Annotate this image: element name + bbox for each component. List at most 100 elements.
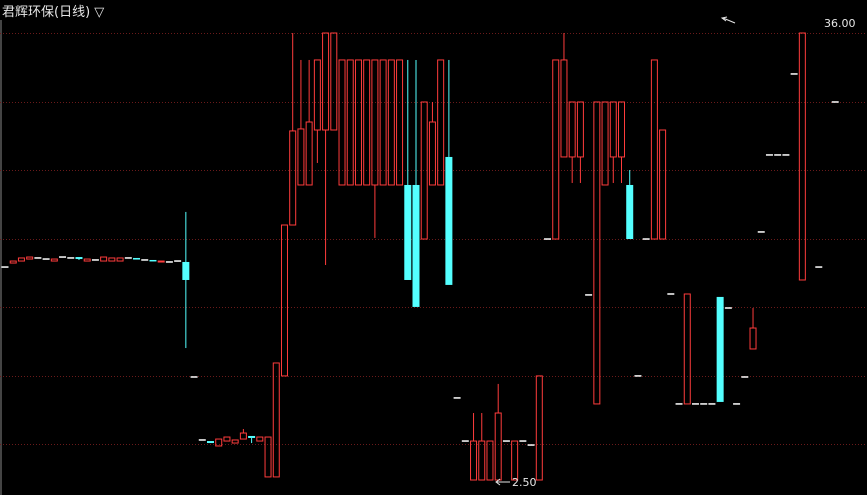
- candle-body-up: [280, 224, 288, 377]
- candle-body-down: [207, 441, 214, 444]
- candle-body-up: [50, 258, 58, 262]
- candle-body-up: [100, 256, 108, 262]
- candle: [248, 435, 256, 444]
- candle-body-up: [470, 440, 478, 481]
- candle: [470, 413, 478, 481]
- max-price-label: 36.00: [824, 17, 856, 30]
- candle: [363, 59, 371, 186]
- candle-body-up: [478, 440, 486, 481]
- candle: [354, 59, 362, 186]
- candle: [50, 258, 58, 262]
- candle-body-up: [215, 438, 223, 447]
- candle: [428, 101, 436, 186]
- min-arrow-head: [495, 478, 501, 486]
- candle-body-up: [9, 260, 17, 264]
- candle-body-up: [256, 436, 264, 442]
- candle: [280, 224, 288, 377]
- candle-body-up: [437, 59, 445, 186]
- candle-body-up: [289, 130, 297, 226]
- candle-body-up: [749, 327, 757, 350]
- candle-body-up: [297, 128, 305, 186]
- candle: [626, 170, 634, 240]
- candle: [437, 59, 445, 186]
- candle-body-up: [239, 432, 247, 440]
- candle: [445, 59, 453, 285]
- grid-lines: [0, 33, 867, 445]
- candle: [133, 257, 141, 260]
- candle: [420, 101, 428, 240]
- candle: [272, 362, 280, 478]
- candle-body-up: [618, 101, 625, 158]
- candle-body-up: [552, 59, 560, 240]
- candle: [576, 101, 584, 183]
- candle-body-down: [404, 184, 412, 280]
- candle: [26, 256, 34, 260]
- candle-body-down: [716, 296, 724, 402]
- candle-body-up: [494, 412, 502, 481]
- candle-body-up: [609, 101, 617, 158]
- candle: [659, 129, 667, 240]
- candle-body-down: [133, 257, 141, 260]
- candle-body-up: [313, 59, 321, 131]
- candle: [609, 101, 617, 183]
- candle: [182, 211, 190, 349]
- candle-body-down: [75, 257, 83, 260]
- max-arrow-head: [720, 16, 728, 22]
- candle-body-up: [354, 59, 362, 186]
- candle-body-up: [798, 32, 806, 281]
- candle: [412, 59, 420, 307]
- candle: [108, 257, 116, 262]
- candle: [157, 260, 165, 263]
- candle-body-up: [576, 101, 584, 158]
- candle: [568, 101, 576, 183]
- candle-body-down: [445, 156, 453, 285]
- candle: [593, 101, 601, 405]
- candle-body-up: [683, 293, 691, 405]
- candle: [297, 59, 305, 186]
- candle: [716, 296, 724, 402]
- candle-body-down: [248, 435, 256, 438]
- candle-body-up: [17, 257, 25, 262]
- candle: [535, 375, 543, 481]
- candle: [207, 441, 214, 444]
- candle: [75, 257, 83, 260]
- candle: [100, 256, 108, 262]
- candle-body-up: [659, 129, 667, 240]
- candle-body-up: [601, 101, 609, 186]
- candle-body-up: [396, 59, 404, 186]
- candle-body-up: [108, 257, 116, 262]
- chart-title[interactable]: 君辉环保(日线) ▽: [2, 1, 104, 20]
- candle-body-up: [83, 258, 91, 262]
- candle: [387, 59, 395, 186]
- candle-body-up: [157, 260, 165, 263]
- candle: [404, 59, 412, 280]
- candle-body-down: [412, 184, 420, 307]
- candle: [231, 439, 239, 444]
- candle-body-up: [305, 121, 313, 186]
- candle-body-up: [560, 59, 568, 158]
- candle: [289, 33, 297, 226]
- candle-body-down: [149, 259, 157, 262]
- candle-body-up: [486, 440, 494, 481]
- candle-body-up: [346, 59, 354, 186]
- candle-body-up: [535, 375, 543, 481]
- candle: [511, 440, 519, 481]
- candle-body-up: [272, 362, 280, 478]
- candle: [798, 32, 806, 281]
- candle: [618, 101, 625, 183]
- candle: [305, 59, 313, 186]
- candle-body-up: [593, 101, 601, 405]
- candle: [116, 257, 124, 262]
- candle-body-up: [650, 59, 658, 240]
- candle-body-down: [626, 184, 634, 240]
- candle-body-up: [322, 32, 330, 131]
- candle-body-up: [420, 101, 428, 240]
- candle: [346, 59, 354, 186]
- candle: [264, 436, 272, 478]
- candle-body-up: [568, 101, 576, 158]
- candle-body-up: [26, 256, 34, 260]
- triangle-down-icon[interactable]: ▽: [94, 5, 105, 20]
- candle: [17, 257, 25, 262]
- candle: [749, 308, 757, 350]
- candle: [256, 436, 264, 442]
